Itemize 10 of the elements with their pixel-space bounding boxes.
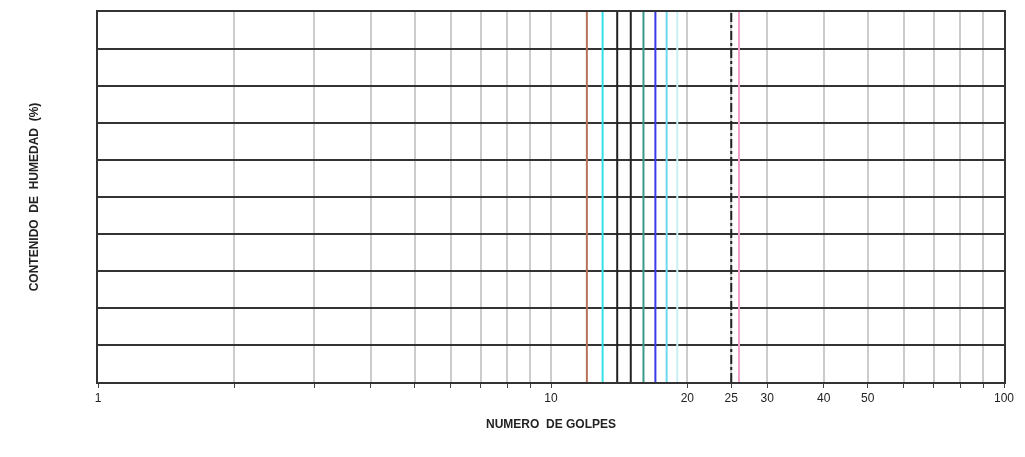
x-axis-title: NUMERO DE GOLPES <box>485 416 617 431</box>
x-tick-label: 100 <box>993 391 1015 406</box>
y-axis-title: CONTENIDO DE HUMEDAD (%) <box>26 102 41 292</box>
x-tick-label: 25 <box>724 391 739 406</box>
x-tick-label: 40 <box>817 391 831 406</box>
x-tick-label: 50 <box>860 391 875 406</box>
x-tick-label: 20 <box>680 391 695 406</box>
x-tick-label: 1 <box>94 391 102 406</box>
x-tick-label: 30 <box>760 391 775 406</box>
x-tick-label: 10 <box>544 391 558 406</box>
